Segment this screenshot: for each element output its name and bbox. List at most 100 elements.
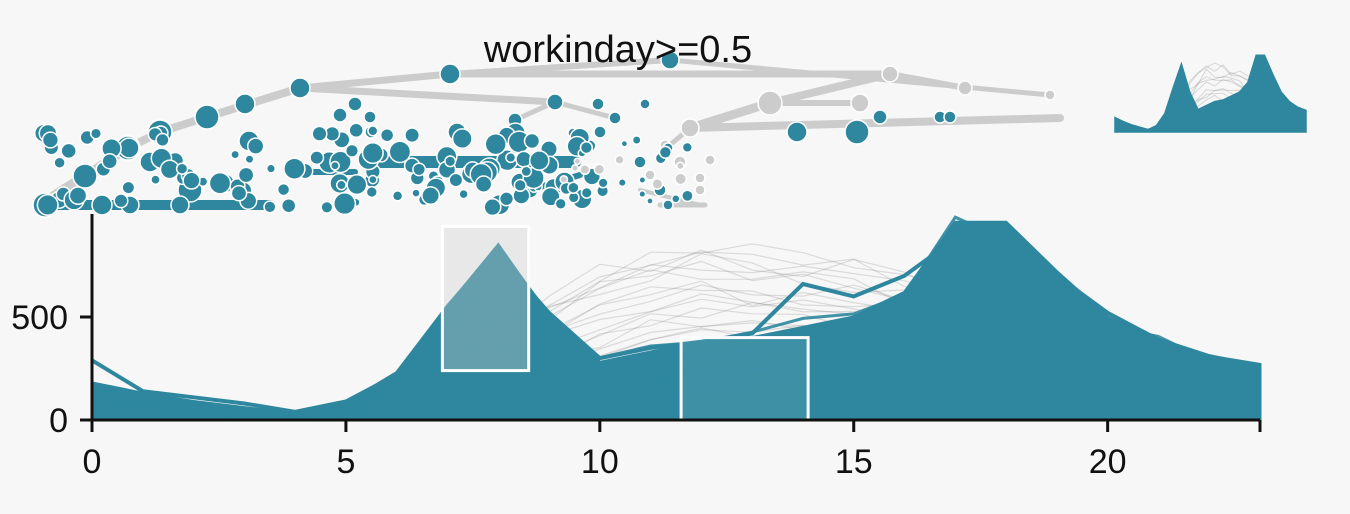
tree-node-selected[interactable] [230, 149, 241, 160]
tree-node-selected[interactable] [68, 186, 88, 205]
tree-node-leaf[interactable] [580, 186, 593, 199]
tree-node-selected[interactable] [276, 182, 291, 197]
tree-node-selected[interactable] [182, 171, 201, 190]
tree-node-selected[interactable] [320, 200, 334, 214]
tree-node-leaf[interactable] [681, 189, 694, 203]
tree-node-selected[interactable] [237, 166, 255, 184]
tree-node-leaf[interactable] [567, 181, 580, 194]
tree-node-selected[interactable] [523, 132, 541, 150]
tree-node-leaf[interactable] [646, 197, 654, 205]
tree-node-selected[interactable] [311, 125, 328, 142]
tree-node-selected[interactable] [60, 142, 77, 160]
tree-node-selected[interactable] [91, 194, 113, 216]
tree-node-leaf[interactable] [674, 172, 688, 186]
tree-node-selected[interactable] [639, 98, 651, 110]
tree-node-leaf[interactable] [554, 197, 567, 210]
tree-node-selected[interactable] [333, 192, 357, 216]
tree-node-selected[interactable] [283, 157, 306, 180]
tree-node-selected[interactable] [41, 131, 60, 149]
tree-node-selected[interactable] [230, 184, 248, 202]
tree-node-selected[interactable] [361, 141, 384, 165]
tree-node-selected[interactable] [150, 174, 161, 186]
tree-node-leaf[interactable] [658, 145, 673, 159]
tree-node-selected[interactable] [118, 137, 140, 159]
tree-node-selected[interactable] [53, 156, 66, 169]
tree-node-selected[interactable] [474, 175, 493, 193]
tree-node-selected[interactable] [421, 186, 441, 206]
tree-node-selected[interactable] [528, 150, 550, 171]
tree-node-selected[interactable] [786, 121, 808, 143]
tree-node-selected[interactable] [244, 154, 255, 165]
tree-node-leaf[interactable] [638, 190, 647, 199]
tree-node-selected[interactable] [36, 193, 59, 216]
tree-node-selected[interactable] [346, 174, 368, 196]
tree-node-selected[interactable] [483, 198, 502, 217]
tree-node-leaf[interactable] [638, 176, 647, 184]
tree-node-selected[interactable] [388, 140, 412, 164]
tree-node-selected[interactable] [513, 178, 527, 193]
tree-node-selected[interactable] [368, 174, 378, 185]
tree-node-leaf[interactable] [631, 135, 642, 146]
tree-node-selected[interactable] [155, 132, 170, 148]
tree-node-leaf[interactable] [614, 154, 625, 166]
tree-node-selected[interactable] [289, 77, 311, 99]
tree-node-selected[interactable] [246, 137, 265, 155]
tree-node-selected[interactable] [194, 104, 220, 130]
tree-node-selected[interactable] [662, 199, 674, 211]
tree-node-leaf[interactable] [671, 194, 681, 204]
tree-node-selected[interactable] [72, 163, 98, 189]
tree-node-leaf[interactable] [559, 174, 569, 184]
tree-node-selected[interactable] [348, 122, 364, 139]
tree-node-unselected[interactable] [1044, 89, 1056, 101]
tree-node-selected[interactable] [458, 188, 469, 200]
tree-node-selected[interactable] [484, 133, 507, 156]
tree-node-leaf[interactable] [620, 139, 629, 148]
tree-node-selected[interactable] [448, 172, 464, 188]
tree-node-unselected[interactable] [757, 90, 783, 116]
tree-node-selected[interactable] [411, 188, 421, 198]
tree-node-selected[interactable] [498, 191, 515, 207]
tree-node-unselected[interactable] [694, 172, 706, 184]
tree-node-selected[interactable] [520, 165, 533, 178]
tree-node-selected[interactable] [660, 50, 680, 70]
tree-node-unselected[interactable] [680, 118, 700, 138]
tree-node-selected[interactable] [444, 155, 457, 168]
tree-node-unselected[interactable] [704, 154, 716, 166]
tree-node-selected[interactable] [379, 127, 395, 143]
tree-node-leaf[interactable] [681, 141, 693, 154]
tree-node-selected[interactable] [439, 63, 461, 85]
tree-node-selected[interactable] [280, 197, 297, 214]
tree-node-selected[interactable] [332, 107, 348, 123]
tree-node-leaf[interactable] [593, 163, 606, 176]
tree-node-selected[interactable] [591, 97, 605, 111]
tree-node-leaf[interactable] [617, 178, 627, 188]
tree-node-leaf[interactable] [651, 178, 664, 190]
tree-node-leaf[interactable] [675, 161, 685, 171]
tree-node-selected[interactable] [234, 93, 256, 115]
tree-node-leaf[interactable] [573, 157, 582, 166]
tree-node-unselected[interactable] [881, 65, 899, 83]
tree-node-unselected[interactable] [694, 184, 706, 196]
tree-node-leaf[interactable] [597, 177, 609, 189]
tree-node-selected[interactable] [113, 193, 129, 209]
tree-node-selected[interactable] [633, 155, 647, 169]
tree-node-selected[interactable] [347, 96, 363, 112]
brush-selections[interactable] [440, 224, 810, 422]
tree-node-selected[interactable] [844, 119, 870, 145]
tree-node-unselected[interactable] [850, 93, 870, 113]
tree-node-selected[interactable] [943, 110, 957, 124]
tree-node-selected[interactable] [505, 152, 517, 164]
tree-node-selected[interactable] [170, 195, 190, 215]
tree-node-selected[interactable] [608, 111, 622, 125]
tree-node-selected[interactable] [451, 128, 473, 150]
tree-node-selected[interactable] [263, 200, 277, 214]
tree-node-leaf[interactable] [579, 164, 591, 176]
tree-node-selected[interactable] [404, 127, 421, 144]
tree-node-selected[interactable] [367, 125, 379, 137]
tree-node-selected[interactable] [872, 109, 888, 125]
tree-node-selected[interactable] [309, 150, 325, 166]
tree-node-selected[interactable] [344, 143, 360, 158]
brush-rect-1[interactable] [440, 224, 531, 373]
tree-node-selected[interactable] [335, 179, 347, 191]
tree-node-selected[interactable] [365, 185, 378, 199]
